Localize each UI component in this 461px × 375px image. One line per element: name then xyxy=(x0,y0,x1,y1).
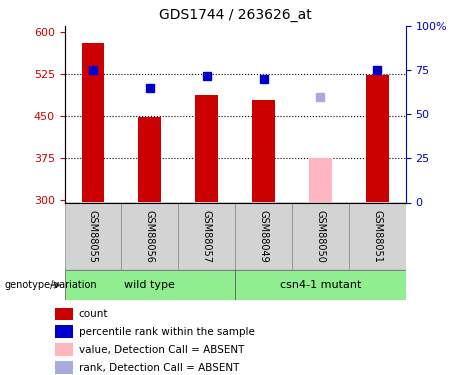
Text: GSM88056: GSM88056 xyxy=(145,210,155,262)
Bar xyxy=(138,117,161,202)
Bar xyxy=(366,75,389,202)
Text: GSM88057: GSM88057 xyxy=(201,210,212,263)
Bar xyxy=(309,158,332,203)
Bar xyxy=(121,202,178,270)
Text: csn4-1 mutant: csn4-1 mutant xyxy=(280,280,361,290)
Title: GDS1744 / 263626_at: GDS1744 / 263626_at xyxy=(159,9,312,22)
Bar xyxy=(252,100,275,202)
Bar xyxy=(349,202,406,270)
Bar xyxy=(195,95,218,202)
Text: GSM88050: GSM88050 xyxy=(315,210,325,262)
Bar xyxy=(235,270,406,300)
Bar xyxy=(235,202,292,270)
Text: rank, Detection Call = ABSENT: rank, Detection Call = ABSENT xyxy=(79,363,239,372)
Text: wild type: wild type xyxy=(124,280,175,290)
Text: value, Detection Call = ABSENT: value, Detection Call = ABSENT xyxy=(79,345,244,355)
Bar xyxy=(55,326,73,338)
Text: GSM88049: GSM88049 xyxy=(259,210,269,262)
Text: GSM88055: GSM88055 xyxy=(88,210,98,263)
Bar xyxy=(65,202,121,270)
Bar xyxy=(55,308,73,321)
Bar xyxy=(65,270,235,300)
Text: count: count xyxy=(79,309,108,319)
Bar xyxy=(178,202,235,270)
Text: GSM88051: GSM88051 xyxy=(372,210,382,262)
Bar xyxy=(55,361,73,374)
Text: genotype/variation: genotype/variation xyxy=(5,280,97,290)
Bar xyxy=(82,43,104,203)
Text: percentile rank within the sample: percentile rank within the sample xyxy=(79,327,255,337)
Bar xyxy=(55,343,73,356)
Bar xyxy=(292,202,349,270)
